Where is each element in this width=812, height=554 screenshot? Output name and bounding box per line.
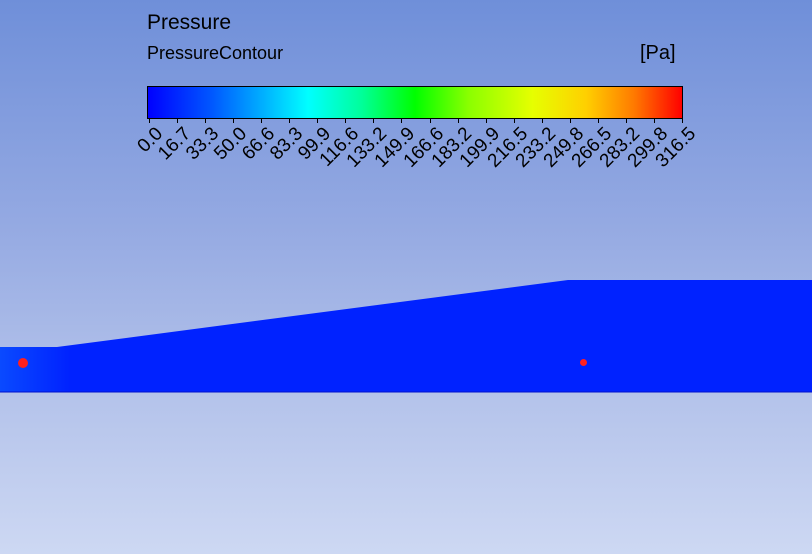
legend-title: Pressure <box>147 11 232 34</box>
inlet-region <box>0 347 70 392</box>
legend-colorbar <box>147 86 683 119</box>
inlet-probe <box>18 358 28 368</box>
legend-subtitle: PressureContour <box>147 43 284 63</box>
flow-domain-shape <box>0 280 812 392</box>
outlet-probe <box>580 359 587 366</box>
legend-unit: [Pa] <box>640 42 676 64</box>
